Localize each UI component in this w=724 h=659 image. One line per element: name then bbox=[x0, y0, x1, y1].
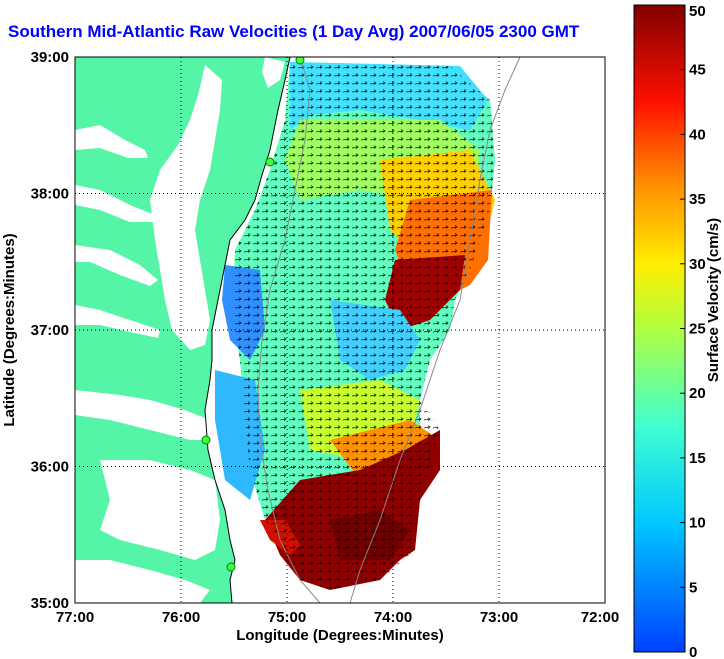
radar-station-marker bbox=[295, 57, 305, 65]
x-axis-label: Longitude (Degrees:Minutes) bbox=[236, 627, 444, 644]
southern-sound bbox=[75, 560, 210, 603]
colorbar-tick-label: 25 bbox=[689, 321, 706, 338]
y-tick-label: 37:00 bbox=[31, 322, 69, 339]
radar-station-marker bbox=[201, 435, 211, 445]
rappahannock-river bbox=[75, 185, 155, 222]
colorbar-label: Surface Velocity (cm/s) bbox=[705, 218, 722, 382]
y-tick-label: 38:00 bbox=[31, 186, 69, 203]
james-river bbox=[75, 305, 160, 338]
x-tick-label: 73:00 bbox=[480, 609, 518, 626]
map-grid bbox=[75, 57, 605, 603]
colorbar-tick-label: 10 bbox=[689, 515, 706, 532]
colorbar-tick-label: 45 bbox=[689, 62, 706, 79]
radar-station-marker bbox=[265, 157, 275, 167]
potomac-river bbox=[75, 125, 148, 158]
colorbar-tick-label: 5 bbox=[689, 579, 697, 596]
bathymetry-contour-outer bbox=[349, 57, 521, 603]
bathymetry-contour-inner bbox=[257, 57, 321, 603]
map-axes-frame bbox=[74, 56, 606, 604]
colorbar-tick-label: 30 bbox=[689, 256, 706, 273]
map-title: Southern Mid-Atlantic Raw Velocities (1 … bbox=[8, 22, 580, 41]
y-tick-label: 35:00 bbox=[31, 595, 69, 612]
velocity-arrows bbox=[232, 62, 495, 590]
x-tick-label: 74:00 bbox=[374, 609, 412, 626]
colorbar-tick-label: 0 bbox=[689, 644, 697, 659]
colorbar-tick-label: 15 bbox=[689, 450, 706, 467]
delaware-bay bbox=[262, 57, 285, 88]
x-tick-label: 77:00 bbox=[56, 609, 94, 626]
albemarle-sound bbox=[75, 390, 212, 440]
colorbar-tick-label: 20 bbox=[689, 385, 706, 402]
x-tick-label: 72:00 bbox=[581, 609, 619, 626]
pamlico-sound bbox=[100, 460, 220, 560]
colorbar-tick-label: 40 bbox=[689, 126, 706, 143]
chesapeake-bay bbox=[150, 65, 222, 350]
colorbar bbox=[633, 4, 686, 653]
york-river bbox=[75, 245, 158, 286]
radar-station-marker bbox=[226, 562, 236, 572]
colorbar-tick-label: 50 bbox=[689, 3, 706, 20]
y-tick-label: 39:00 bbox=[31, 49, 69, 66]
map-content bbox=[75, 57, 521, 603]
y-axis-label: Latitude (Degrees:Minutes) bbox=[1, 233, 18, 426]
x-tick-label: 76:00 bbox=[162, 609, 200, 626]
colorbar-tick-label: 35 bbox=[689, 191, 706, 208]
y-tick-label: 36:00 bbox=[31, 459, 69, 476]
x-tick-label: 75:00 bbox=[268, 609, 306, 626]
